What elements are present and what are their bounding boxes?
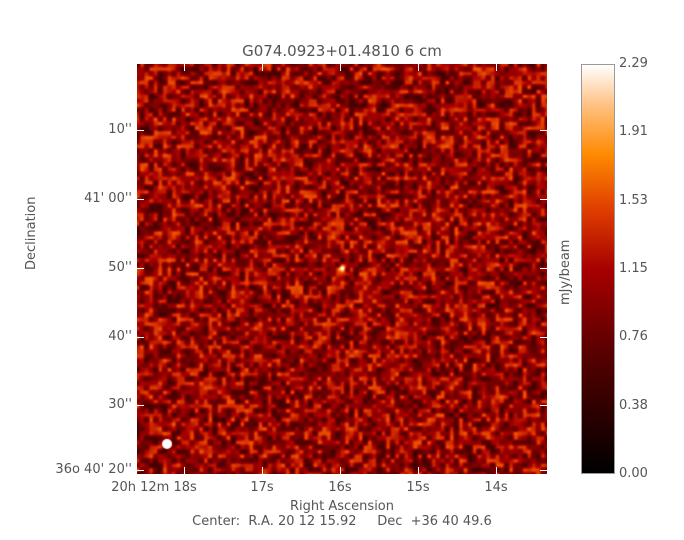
x-tick — [418, 467, 419, 474]
y-tick — [137, 199, 144, 200]
x-tick-label: 16s — [328, 480, 352, 495]
center-coordinates: Center: R.A. 20 12 15.92 Dec +36 40 49.6 — [192, 514, 492, 529]
y-tick — [137, 470, 144, 471]
x-tick — [340, 64, 341, 71]
x-tick — [262, 64, 263, 71]
y-tick — [540, 199, 547, 200]
y-tick — [137, 337, 144, 338]
y-tick — [540, 470, 547, 471]
y-tick — [540, 268, 547, 269]
colorbar-tick-label: 0.00 — [619, 466, 648, 481]
y-tick — [137, 268, 144, 269]
y-tick-label: 10'' — [108, 122, 132, 137]
x-tick-label: 17s — [250, 480, 274, 495]
y-tick — [540, 130, 547, 131]
x-tick — [496, 64, 497, 71]
x-tick-label: 20h 12m 18s — [111, 480, 197, 495]
x-tick-label: 15s — [406, 480, 430, 495]
colorbar — [581, 64, 615, 474]
colorbar-tick-label: 0.38 — [619, 397, 648, 413]
colorbar-tick-label: 0.76 — [619, 329, 648, 345]
colorbar-tick-label: 2.29 — [619, 56, 648, 71]
y-tick-label: 36o 40' 20'' — [55, 462, 132, 477]
y-tick — [137, 130, 144, 131]
y-axis-label: Declination — [24, 196, 39, 271]
radio-map-heatmap — [137, 64, 547, 474]
x-tick — [340, 467, 341, 474]
x-tick — [184, 467, 185, 474]
x-tick-label: 14s — [484, 480, 508, 495]
x-tick — [496, 467, 497, 474]
colorbar-tick-label: 1.15 — [619, 261, 648, 276]
colorbar-label: mJy/beam — [558, 239, 573, 305]
colorbar-tick-label: 1.53 — [619, 192, 648, 208]
y-tick — [540, 337, 547, 338]
x-tick — [418, 64, 419, 71]
y-tick-label: 30'' — [108, 397, 132, 412]
colorbar-tick-label: 1.91 — [619, 124, 648, 140]
y-tick-label: 50'' — [108, 260, 132, 275]
chart-title: G074.0923+01.4810 6 cm — [242, 42, 442, 60]
y-tick — [540, 405, 547, 406]
x-tick — [262, 467, 263, 474]
x-axis-label: Right Ascension — [290, 499, 394, 514]
y-tick-label: 40'' — [108, 329, 132, 344]
y-tick — [137, 405, 144, 406]
y-tick-label: 41' 00'' — [84, 191, 132, 206]
x-tick — [184, 64, 185, 71]
